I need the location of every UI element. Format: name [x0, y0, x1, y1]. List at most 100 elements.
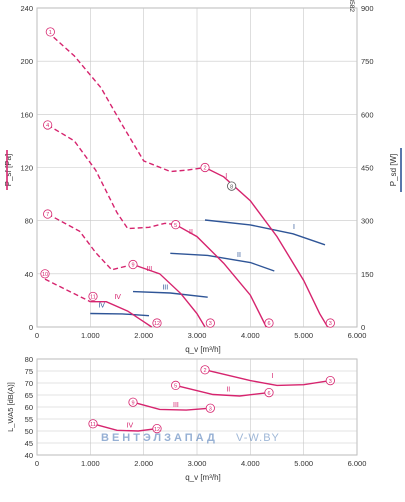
point-marker-label: 3 [329, 379, 332, 385]
power-curve-II [170, 252, 275, 272]
sound-curve-label: IV [127, 422, 134, 429]
point-marker [325, 318, 335, 328]
y-tick-label-left: 200 [20, 57, 33, 66]
x-tick-label: 4.000 [241, 459, 260, 468]
sound-power-chart: 0 1.000 2.000 3.000 4.000 5.000 6.000 40 45 50 55 6… [6, 355, 366, 482]
power-curve-label: I [293, 224, 295, 231]
point-marker [264, 318, 274, 328]
x-tick-label: 5.000 [294, 331, 313, 340]
x-tick-label: 3.000 [188, 331, 207, 340]
pressure-curve-label: IV [114, 294, 121, 301]
y-tick-label-left: 240 [20, 4, 33, 13]
power-curve-III [132, 290, 208, 298]
x-tick-label: 2.000 [134, 331, 153, 340]
x-tick-label: 1.000 [81, 459, 100, 468]
x-axis-label: q_v [m³/h] [185, 473, 221, 482]
y-tick-label: 65 [25, 391, 33, 400]
point-marker-label: 8 [230, 184, 233, 190]
y-tick-label-right: 300 [361, 217, 374, 226]
sound-curve-II [175, 384, 270, 397]
pressure-curve-II [175, 224, 267, 328]
pressure-curve-III [132, 263, 206, 328]
point-marker-label: 3 [329, 321, 332, 327]
x-tick-label: 5.000 [294, 459, 313, 468]
y-tick-label-right: 900 [361, 4, 374, 13]
point-marker-label: 12 [154, 321, 160, 327]
point-marker [171, 380, 181, 390]
y-axis-label-left: P_sf [Pa] [4, 154, 13, 186]
point-marker-label: 9 [131, 400, 134, 406]
document-code: 88582 [348, 0, 355, 12]
point-marker-label: 7 [46, 212, 49, 218]
point-marker [88, 291, 98, 302]
point-marker [227, 181, 237, 191]
pressure-curve-dashed-III [47, 213, 134, 271]
sound-curve-I [204, 369, 331, 387]
y-tick-label-left: 80 [25, 217, 33, 226]
point-marker-label: 11 [90, 422, 96, 428]
y-tick-label-right: 0 [361, 323, 365, 332]
y-tick-label-left: 0 [29, 323, 33, 332]
sound-curve-label: II [226, 386, 230, 393]
point-marker [200, 365, 210, 375]
point-marker [43, 120, 53, 130]
point-marker-label: 6 [267, 321, 270, 327]
y-tick-label-right: 150 [361, 270, 374, 279]
pressure-curve-IV [90, 301, 153, 328]
x-tick-label: 6.000 [348, 459, 367, 468]
point-marker-label: 1 [49, 30, 52, 36]
x-tick-label: 1.000 [81, 331, 100, 340]
point-marker [128, 397, 138, 407]
x-axis-label: q_v [m³/h] [185, 345, 221, 354]
power-curve-label: II [237, 252, 241, 259]
watermark-brand: ВЕНТЭЛЗАПАД [101, 432, 218, 444]
point-marker [200, 162, 210, 173]
y-tick-label-right: 450 [361, 164, 374, 173]
point-marker [43, 209, 53, 219]
point-marker [45, 27, 55, 37]
point-marker-label: 9 [131, 263, 134, 269]
watermark-site: V-W.BY [236, 432, 280, 444]
x-tick-label: 3.000 [188, 459, 207, 468]
y-tick-label-right: 600 [361, 110, 374, 119]
point-marker-label: 12 [154, 427, 160, 433]
point-marker [152, 423, 162, 434]
x-tick-label: 0 [35, 331, 39, 340]
point-marker-label: 4 [46, 123, 49, 129]
y-tick-label-left: 40 [25, 270, 33, 279]
point-marker-label: 5 [174, 384, 177, 390]
point-marker [205, 403, 215, 413]
y-tick-label: 70 [25, 379, 33, 388]
y-tick-label: 75 [25, 367, 33, 376]
y-tick-label: 80 [25, 355, 33, 364]
x-tick-label: 2.000 [134, 459, 153, 468]
sound-curve-IV [92, 423, 158, 432]
point-marker-label: 3 [209, 406, 212, 412]
watermark: ВЕНТЭЛЗАПАД V-W.BY [101, 432, 280, 444]
point-marker [171, 220, 181, 230]
point-marker-label: 2 [203, 166, 206, 172]
y-tick-label: 55 [25, 415, 33, 424]
pressure-curve-dashed-IV [44, 278, 91, 303]
point-marker [152, 318, 162, 328]
point-marker [264, 387, 274, 398]
point-marker [40, 269, 50, 279]
y-tick-label-right: 750 [361, 57, 374, 66]
pressure-curve-label: III [146, 266, 152, 273]
sound-curve-label: I [272, 373, 274, 380]
power-curve-label: IV [98, 303, 105, 310]
y-tick-label: 40 [25, 451, 33, 460]
x-tick-label: 4.000 [241, 331, 260, 340]
point-marker-label: 6 [267, 391, 270, 397]
y-tick-label: 60 [25, 403, 33, 412]
point-marker [128, 259, 138, 270]
point-marker-label: 5 [174, 223, 177, 229]
point-marker [205, 318, 215, 328]
pressure-curve-label: II [189, 229, 193, 236]
point-marker [88, 419, 98, 429]
y-tick-label-left: 120 [20, 164, 33, 173]
y-tick-label: 50 [25, 427, 33, 436]
x-tick-label: 0 [35, 459, 39, 468]
sound-curve-III [132, 401, 211, 411]
